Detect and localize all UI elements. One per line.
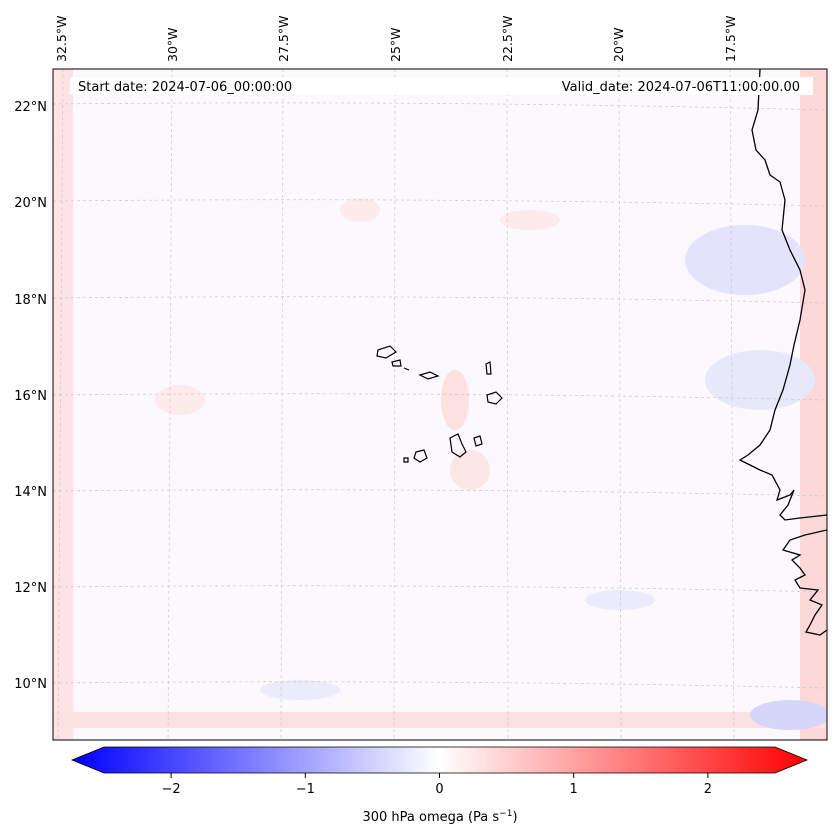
map-panel: Start date: 2024-07-06_00:00:00 Valid_da…	[53, 69, 827, 740]
lon-axis: 32.5°W 30°W 27.5°W 25°W 22.5°W 20°W 17.5…	[54, 16, 738, 62]
lat-label: 18°N	[14, 293, 47, 308]
omega-field	[53, 69, 827, 740]
lat-label: 14°N	[14, 485, 47, 500]
lon-label: 20°W	[611, 27, 626, 62]
colorbar-ticks: −2 −1 0 1 2	[162, 773, 712, 797]
lat-label: 16°N	[14, 389, 47, 404]
colorbar-tick-label: 1	[570, 782, 578, 797]
colorbar-label: 300 hPa omega (Pa s−1)	[362, 809, 517, 825]
colorbar: −2 −1 0 1 2 300 hPa omega (Pa s−1)	[70, 746, 809, 825]
colorbar-bar	[70, 746, 809, 774]
colorbar-tick-label: −2	[162, 782, 181, 797]
lon-label: 25°W	[388, 27, 403, 62]
cape-verde-islands	[376, 345, 503, 463]
map-frame	[52, 68, 828, 741]
lon-label: 17.5°W	[723, 16, 738, 62]
lon-label: 30°W	[165, 27, 180, 62]
valid-date: Valid_date: 2024-07-06T11:00:00.00	[562, 80, 800, 95]
lon-label: 27.5°W	[276, 16, 291, 62]
lat-label: 12°N	[14, 581, 47, 596]
lat-label: 10°N	[14, 677, 47, 692]
start-date: Start date: 2024-07-06_00:00:00	[78, 80, 292, 95]
lon-label: 22.5°W	[500, 16, 515, 62]
colorbar-tick-label: −1	[296, 782, 315, 797]
graticule	[53, 69, 827, 740]
coastline	[738, 69, 827, 636]
lon-label: 32.5°W	[54, 16, 69, 62]
lat-axis: 22°N 20°N 18°N 16°N 14°N 12°N 10°N	[14, 100, 47, 692]
lat-label: 22°N	[14, 100, 47, 115]
lat-label: 20°N	[14, 196, 47, 211]
colorbar-tick-label: 0	[435, 782, 443, 797]
colorbar-tick-label: 2	[704, 782, 712, 797]
